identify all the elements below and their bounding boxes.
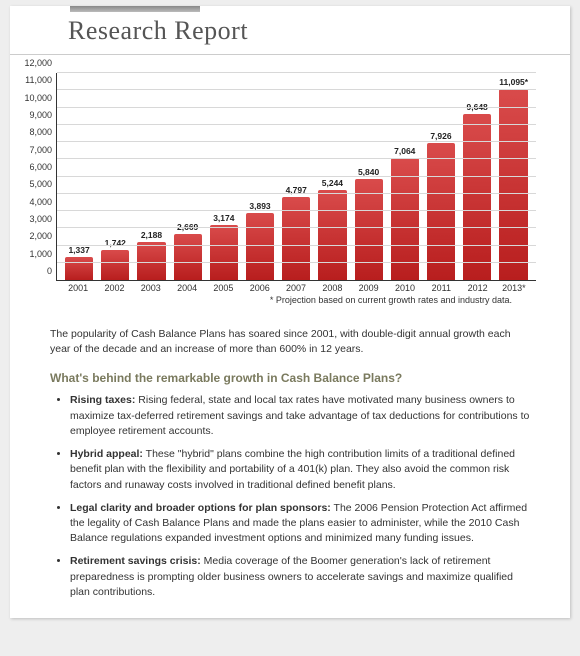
bullet-title: Rising taxes: [70,394,135,406]
bar-slot: 3,174 [210,73,238,280]
y-tick: 1,000 [29,249,56,259]
y-tick: 3,000 [29,214,56,224]
intro-paragraph: The popularity of Cash Balance Plans has… [50,327,530,357]
body-text: The popularity of Cash Balance Plans has… [10,311,570,600]
bullet-list: Rising taxes: Rising federal, state and … [50,393,530,600]
grid-line [57,141,536,142]
x-tick: 2009 [355,283,383,293]
bar-slot: 2,669 [174,73,202,280]
bar-value-label: 11,095* [499,77,528,87]
header-accent-bar [70,6,200,12]
x-tick: 2013* [500,283,528,293]
y-tick: 0 [47,266,56,276]
bar-rect [318,190,346,280]
x-tick: 2005 [209,283,237,293]
bullet-title: Retirement savings crisis: [70,555,201,567]
bar-value-label: 2,188 [141,230,162,240]
bar-value-label: 4,797 [286,185,307,195]
y-tick: 9,000 [29,110,56,120]
bar-slot: 7,064 [391,73,419,280]
bar-slot: 11,095* [499,73,528,280]
x-tick: 2004 [173,283,201,293]
bar-slot: 5,244 [318,73,346,280]
bullet-title: Legal clarity and broader options for pl… [70,502,331,514]
x-tick: 2002 [100,283,128,293]
bar-rect [101,250,129,280]
bar-slot: 2,188 [137,73,165,280]
section-heading: What's behind the remarkable growth in C… [50,371,530,385]
list-item: Retirement savings crisis: Media coverag… [70,554,530,600]
list-item: Hybrid appeal: These "hybrid" plans comb… [70,447,530,493]
x-tick: 2010 [391,283,419,293]
grid-line [57,89,536,90]
bar-chart: 1,337 1,742 2,188 2,669 3,174 3,893 4,797 5,244… [56,73,536,281]
page-title: Research Report [68,16,570,46]
grid-line [57,245,536,246]
bar-value-label: 7,926 [430,131,451,141]
bar-rect [427,143,455,280]
bar-slot: 3,893 [246,73,274,280]
bar-slot: 1,337 [65,73,93,280]
bar-rect [174,234,202,280]
chart-container: 1,337 1,742 2,188 2,669 3,174 3,893 4,797 5,244… [10,55,570,311]
bar-rect [463,114,491,280]
header: Research Report [10,6,570,55]
bar-slot: 9,648 [463,73,491,280]
y-tick: 7,000 [29,145,56,155]
bar-slot: 1,742 [101,73,129,280]
grid-line [57,72,536,73]
chart-footnote: * Projection based on current growth rat… [56,293,540,305]
y-tick: 12,000 [24,58,56,68]
report-page: Research Report 1,337 1,742 2,188 2,669 3,17… [10,6,570,618]
bar-value-label: 1,742 [105,238,126,248]
x-tick: 2012 [463,283,491,293]
grid-line [57,158,536,159]
y-tick: 11,000 [25,75,56,85]
bullet-text: Rising federal, state and local tax rate… [70,394,529,436]
chart-bars: 1,337 1,742 2,188 2,669 3,174 3,893 4,797 5,244… [57,73,536,280]
grid-line [57,124,536,125]
bar-slot: 7,926 [427,73,455,280]
x-tick: 2003 [137,283,165,293]
bar-value-label: 7,064 [394,146,415,156]
bar-rect [65,257,93,280]
list-item: Rising taxes: Rising federal, state and … [70,393,530,439]
bar-slot: 5,840 [355,73,383,280]
x-tick: 2008 [318,283,346,293]
x-tick: 2006 [246,283,274,293]
bar-rect [210,225,238,280]
y-tick: 10,000 [24,93,56,103]
x-tick: 2001 [64,283,92,293]
bar-rect [355,179,383,280]
bar-rect [246,213,274,280]
bullet-title: Hybrid appeal: [70,448,143,460]
grid-line [57,176,536,177]
grid-line [57,107,536,108]
bar-value-label: 5,244 [322,178,343,188]
grid-line [57,193,536,194]
bar-value-label: 3,174 [213,213,234,223]
bar-slot: 4,797 [282,73,310,280]
y-tick: 6,000 [29,162,56,172]
y-tick: 4,000 [29,197,56,207]
grid-line [57,262,536,263]
bar-value-label: 1,337 [68,245,89,255]
bar-rect [499,89,528,280]
x-tick: 2007 [282,283,310,293]
grid-line [57,210,536,211]
y-tick: 8,000 [29,127,56,137]
y-tick: 2,000 [29,231,56,241]
y-tick: 5,000 [29,179,56,189]
grid-line [57,227,536,228]
list-item: Legal clarity and broader options for pl… [70,501,530,547]
chart-x-axis: 2001 2002 2003 2004 2005 2006 2007 2008 2009 2010… [56,281,536,293]
x-tick: 2011 [427,283,455,293]
chart-plot-area: 1,337 1,742 2,188 2,669 3,174 3,893 4,797 5,244… [56,73,536,281]
